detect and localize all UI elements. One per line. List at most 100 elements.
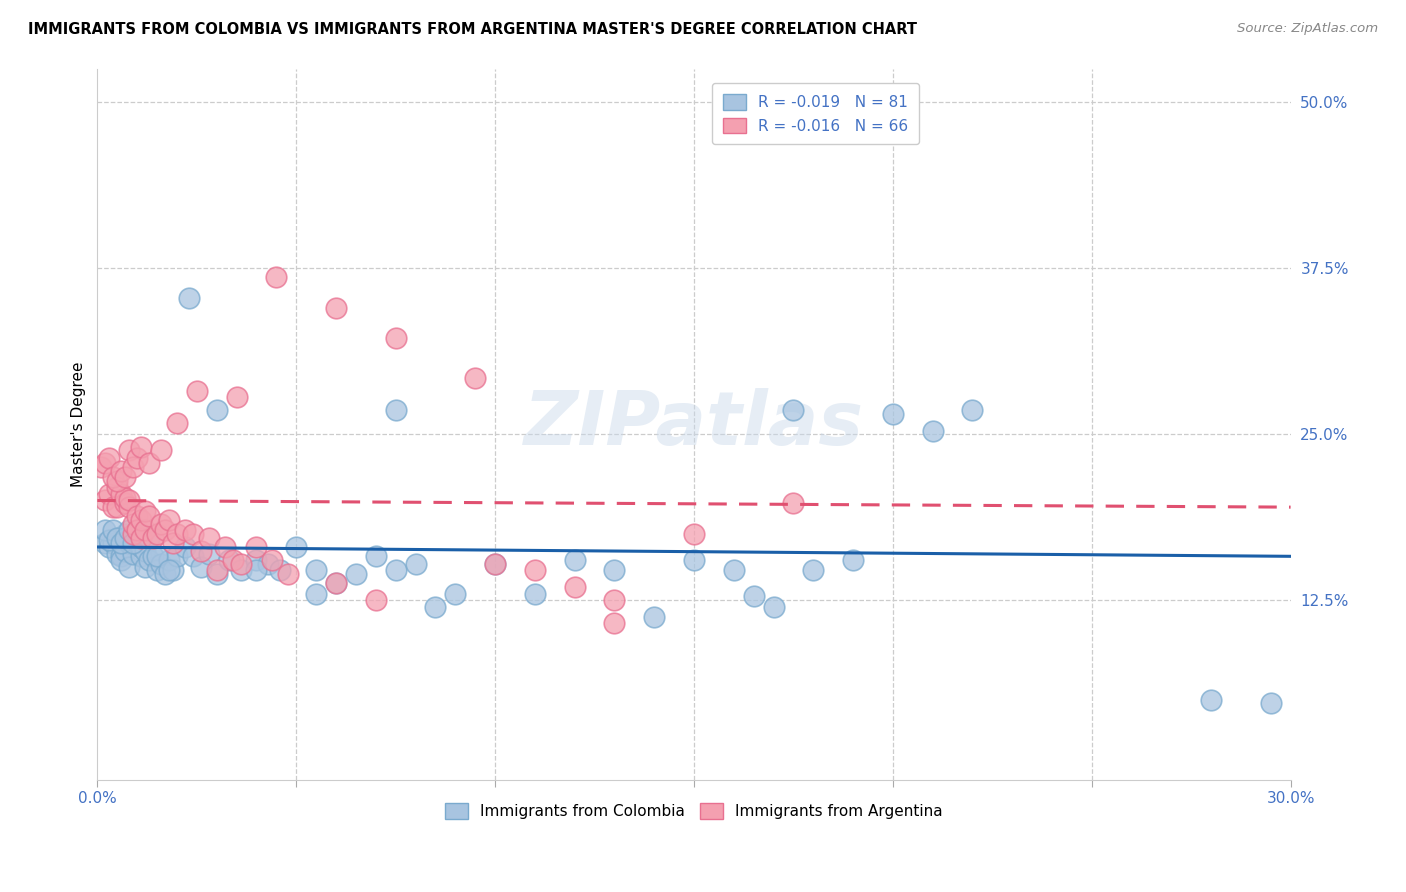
Point [110,487,132,501]
Point [325,575,347,590]
Point [114,496,136,510]
Point [94,456,117,470]
Point [723,563,745,577]
Point [162,563,184,577]
Point [364,549,387,564]
Point [146,549,169,564]
Point [262,553,284,567]
Point [190,560,212,574]
Point [127,523,149,537]
Point [190,544,212,558]
Text: Source: ZipAtlas.com: Source: ZipAtlas.com [1237,22,1378,36]
Point [157,513,180,527]
Point [962,403,984,417]
Point [245,553,267,567]
Point [305,586,328,600]
Point [98,450,121,465]
Point [105,500,128,515]
Point [90,460,112,475]
Point [325,301,347,315]
Point [257,558,280,572]
Point [484,558,506,572]
Point [122,547,145,561]
Point [603,615,626,630]
Point [285,540,308,554]
Point [134,560,156,574]
Point [177,292,200,306]
Point [166,526,188,541]
Point [138,553,160,567]
Point [444,586,467,600]
Point [138,531,160,545]
Point [153,523,176,537]
Point [173,523,195,537]
Point [127,450,149,465]
Point [205,566,228,581]
Point [129,540,152,554]
Point [305,563,328,577]
Point [118,523,141,537]
Point [114,526,136,541]
Point [103,536,125,550]
Point [603,593,626,607]
Point [110,536,132,550]
Point [142,549,165,564]
Point [98,487,121,501]
Point [801,563,824,577]
Point [384,403,406,417]
Point [181,526,204,541]
Point [134,504,156,518]
Point [105,474,128,488]
Point [122,526,145,541]
Point [127,526,149,541]
Point [150,558,173,572]
Text: ZIPatlas: ZIPatlas [524,387,863,460]
Point [122,517,145,532]
Point [225,390,247,404]
Point [523,586,546,600]
Point [129,549,152,564]
Point [129,513,152,527]
Point [118,560,141,574]
Point [205,403,228,417]
Point [205,563,228,577]
Point [103,500,125,515]
Point [110,464,132,478]
Point [103,523,125,537]
Point [325,575,347,590]
Point [129,440,152,454]
Point [364,593,387,607]
Point [98,540,121,554]
Point [122,536,145,550]
Point [425,599,447,614]
Y-axis label: Master's Degree: Master's Degree [72,361,86,487]
Point [122,531,145,545]
Legend: Immigrants from Colombia, Immigrants from Argentina: Immigrants from Colombia, Immigrants fro… [439,797,949,825]
Point [157,553,180,567]
Point [127,536,149,550]
Point [118,500,141,515]
Point [384,563,406,577]
Point [134,523,156,537]
Point [142,531,165,545]
Point [683,526,706,541]
Point [162,536,184,550]
Point [218,553,240,567]
Point [127,523,149,537]
Point [134,544,156,558]
Point [105,531,128,545]
Point [138,456,160,470]
Point [742,589,765,603]
Point [166,549,188,564]
Point [564,580,586,594]
Point [762,599,785,614]
Point [150,442,173,457]
Point [173,540,195,554]
Point [129,526,152,541]
Point [277,566,299,581]
Point [122,460,145,475]
Point [484,558,506,572]
Point [782,403,804,417]
Point [842,553,865,567]
Point [110,549,132,564]
